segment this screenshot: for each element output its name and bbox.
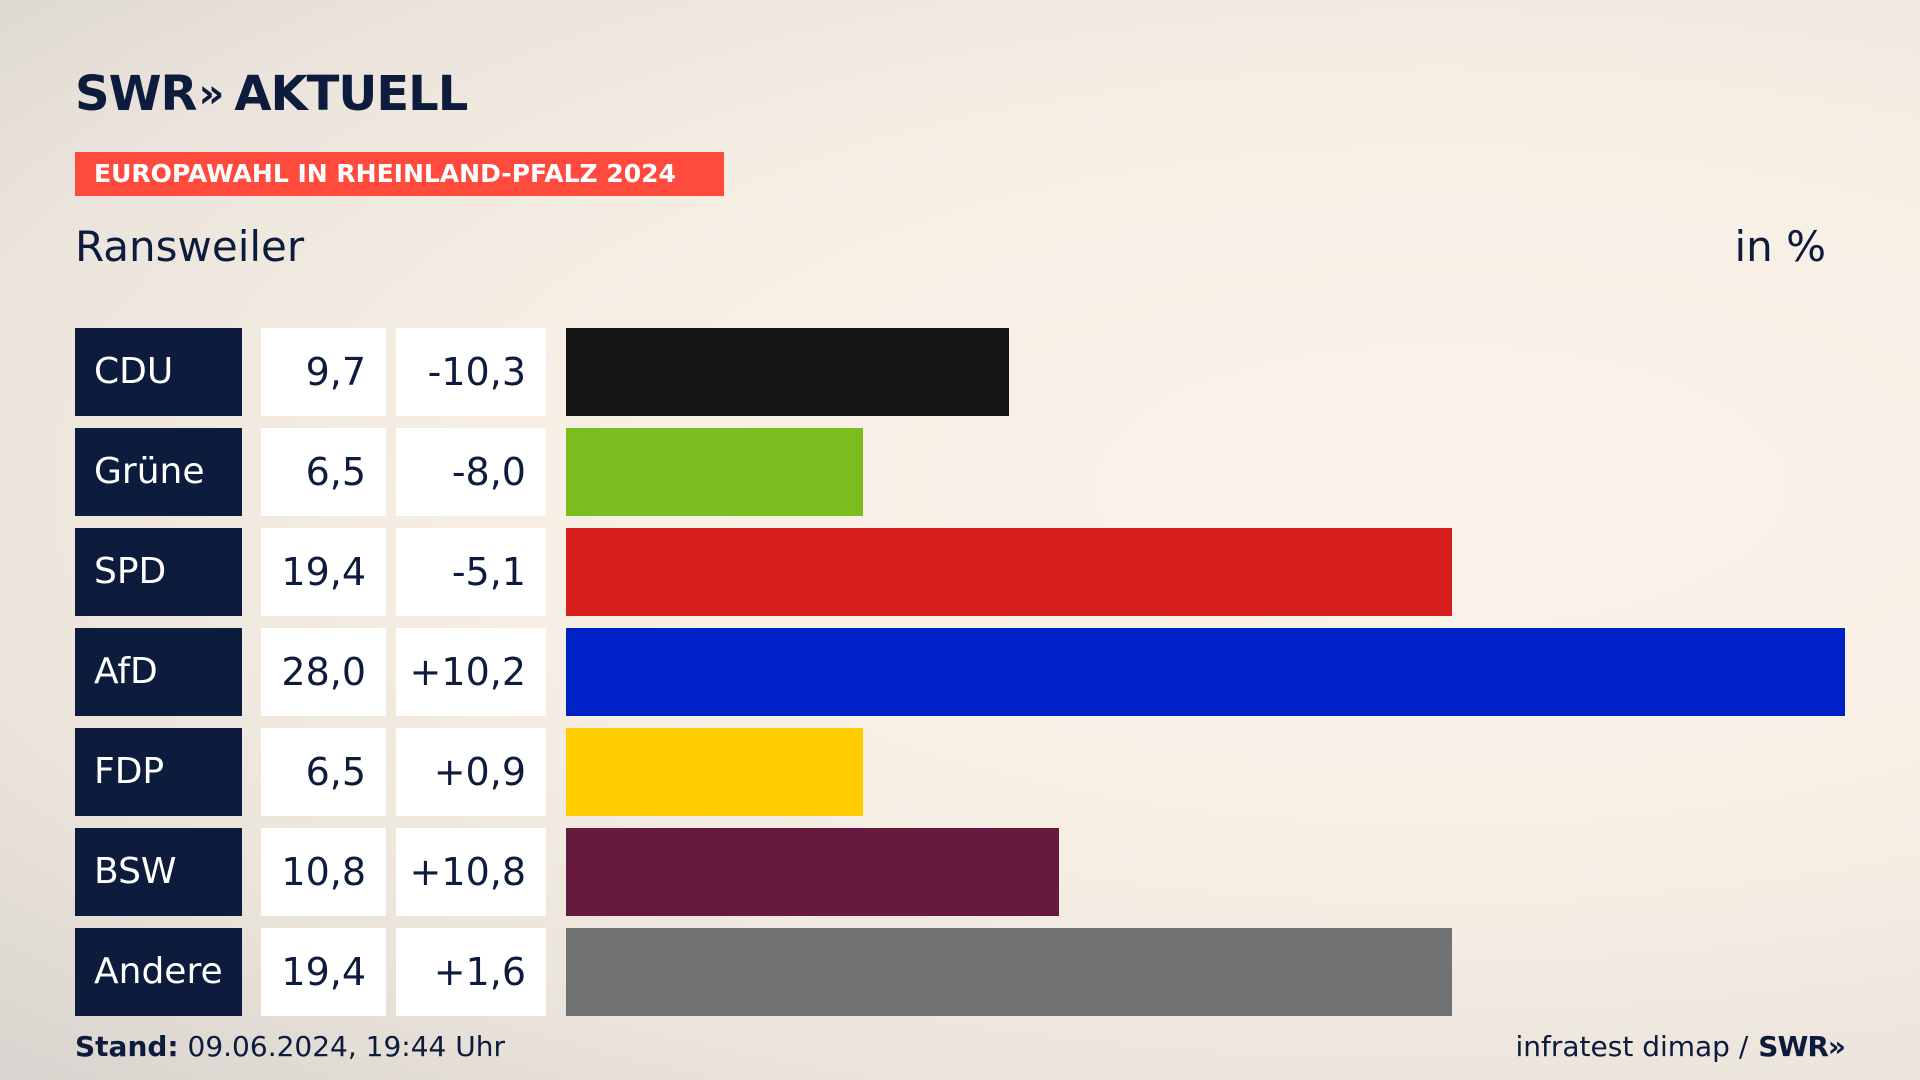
party-label: BSW — [75, 828, 242, 916]
vote-share-label: 10,8 — [261, 828, 386, 916]
unit-label: in % — [1734, 222, 1826, 271]
party-label: SPD — [75, 528, 242, 616]
party-label: CDU — [75, 328, 242, 416]
change-label: +0,9 — [396, 728, 546, 816]
logo-aktuell-text: AKTUELL — [234, 66, 468, 122]
chart-row: FDP 6,5 +0,9 — [75, 728, 1845, 816]
chart-row: Andere 19,4 +1,6 — [75, 928, 1845, 1016]
change-label: -5,1 — [396, 528, 546, 616]
vote-share-label: 6,5 — [261, 728, 386, 816]
result-bar — [566, 328, 1009, 416]
party-label: Grüne — [75, 428, 242, 516]
vote-share-label: 9,7 — [261, 328, 386, 416]
chart-row: AfD 28,0 +10,2 — [75, 628, 1845, 716]
result-bar — [566, 928, 1452, 1016]
swr-aktuell-logo: SWR » AKTUELL — [75, 66, 468, 122]
chart-row: Grüne 6,5 -8,0 — [75, 428, 1845, 516]
election-banner: EUROPAWAHL IN RHEINLAND-PFALZ 2024 — [75, 152, 724, 196]
change-label: +1,6 — [396, 928, 546, 1016]
party-label: Andere — [75, 928, 242, 1016]
logo-swr-text: SWR — [75, 66, 197, 122]
result-bar — [566, 628, 1845, 716]
chart-row: SPD 19,4 -5,1 — [75, 528, 1845, 616]
result-bar — [566, 828, 1059, 916]
chart-row: BSW 10,8 +10,8 — [75, 828, 1845, 916]
swr-mini-logo: SWR» — [1758, 1030, 1846, 1063]
double-chevron-icon: » — [198, 71, 224, 117]
stand-label: Stand: — [75, 1030, 179, 1063]
change-label: -10,3 — [396, 328, 546, 416]
party-label: AfD — [75, 628, 242, 716]
result-bar — [566, 528, 1452, 616]
stand-value: 09.06.2024, 19:44 Uhr — [187, 1030, 505, 1063]
vote-share-label: 19,4 — [261, 528, 386, 616]
change-label: +10,8 — [396, 828, 546, 916]
party-label: FDP — [75, 728, 242, 816]
change-label: -8,0 — [396, 428, 546, 516]
source-credit: infratest dimap / SWR» — [1515, 1030, 1846, 1063]
vote-share-label: 19,4 — [261, 928, 386, 1016]
vote-share-label: 6,5 — [261, 428, 386, 516]
result-bar — [566, 728, 863, 816]
change-label: +10,2 — [396, 628, 546, 716]
place-title: Ransweiler — [75, 222, 305, 271]
vote-share-label: 28,0 — [261, 628, 386, 716]
chart-row: CDU 9,7 -10,3 — [75, 328, 1845, 416]
timestamp: Stand: 09.06.2024, 19:44 Uhr — [75, 1030, 505, 1063]
source-text: infratest dimap / — [1515, 1030, 1749, 1063]
result-bar — [566, 428, 863, 516]
